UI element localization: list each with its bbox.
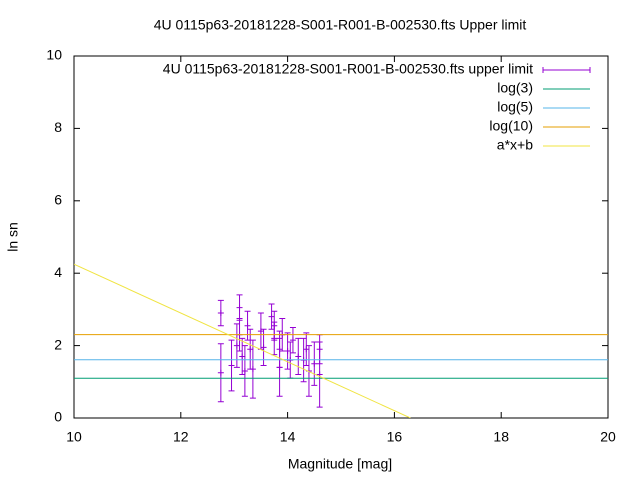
point (249, 366, 256, 373)
point (217, 369, 224, 376)
y-tick-label: 8 (54, 119, 62, 135)
error-point (289, 327, 296, 354)
point (239, 353, 246, 360)
point (236, 304, 243, 311)
x-tick-label: 12 (173, 429, 189, 445)
error-point (244, 310, 251, 341)
point (271, 335, 278, 342)
point (295, 353, 302, 360)
error-point (241, 345, 248, 397)
plot-border (73, 55, 609, 419)
legend-label: log(3) (497, 80, 533, 96)
error-point (268, 303, 275, 330)
point (244, 322, 251, 329)
legend-label: a*x+b (497, 137, 533, 153)
error-point (284, 332, 291, 370)
point (228, 362, 235, 369)
legend-label: 4U 0115p63-20181228-S001-R001-B-002530.f… (163, 61, 533, 77)
y-tick-label: 4 (54, 264, 62, 280)
error-point (249, 339, 256, 399)
error-point (228, 339, 235, 392)
error-point (276, 337, 283, 397)
point (217, 310, 224, 317)
error-point (239, 337, 246, 376)
point (289, 337, 296, 344)
y-tick-label: 2 (54, 336, 62, 352)
point (311, 360, 318, 367)
point (241, 367, 248, 374)
x-tick-label: 16 (387, 429, 403, 445)
line (74, 263, 411, 418)
point (233, 342, 240, 349)
error-point (260, 328, 267, 367)
error-point (236, 294, 243, 321)
point (268, 313, 275, 320)
point (247, 346, 254, 353)
legend-label: log(5) (497, 99, 533, 115)
x-tick-label: 14 (280, 429, 296, 445)
point (303, 346, 310, 353)
chart-title: 4U 0115p63-20181228-S001-R001-B-002530.f… (154, 17, 527, 33)
legend-swatch (542, 67, 591, 73)
plot-area (74, 263, 608, 418)
error-point (217, 299, 224, 327)
x-tick-label: 10 (66, 429, 82, 445)
point (316, 346, 323, 353)
legend-label: log(10) (489, 118, 533, 134)
x-tick-label: 18 (493, 429, 509, 445)
y-tick-label: 0 (54, 409, 62, 425)
point (260, 344, 267, 351)
point (284, 348, 291, 355)
y-axis-label: ln sn (5, 222, 21, 252)
y-tick-label: 6 (54, 192, 62, 208)
x-tick-label: 20 (600, 429, 616, 445)
error-point (217, 343, 224, 403)
error-point (295, 337, 302, 376)
x-axis-label: Magnitude [mag] (288, 456, 392, 472)
point (276, 364, 283, 371)
y-tick-label: 10 (46, 47, 62, 63)
